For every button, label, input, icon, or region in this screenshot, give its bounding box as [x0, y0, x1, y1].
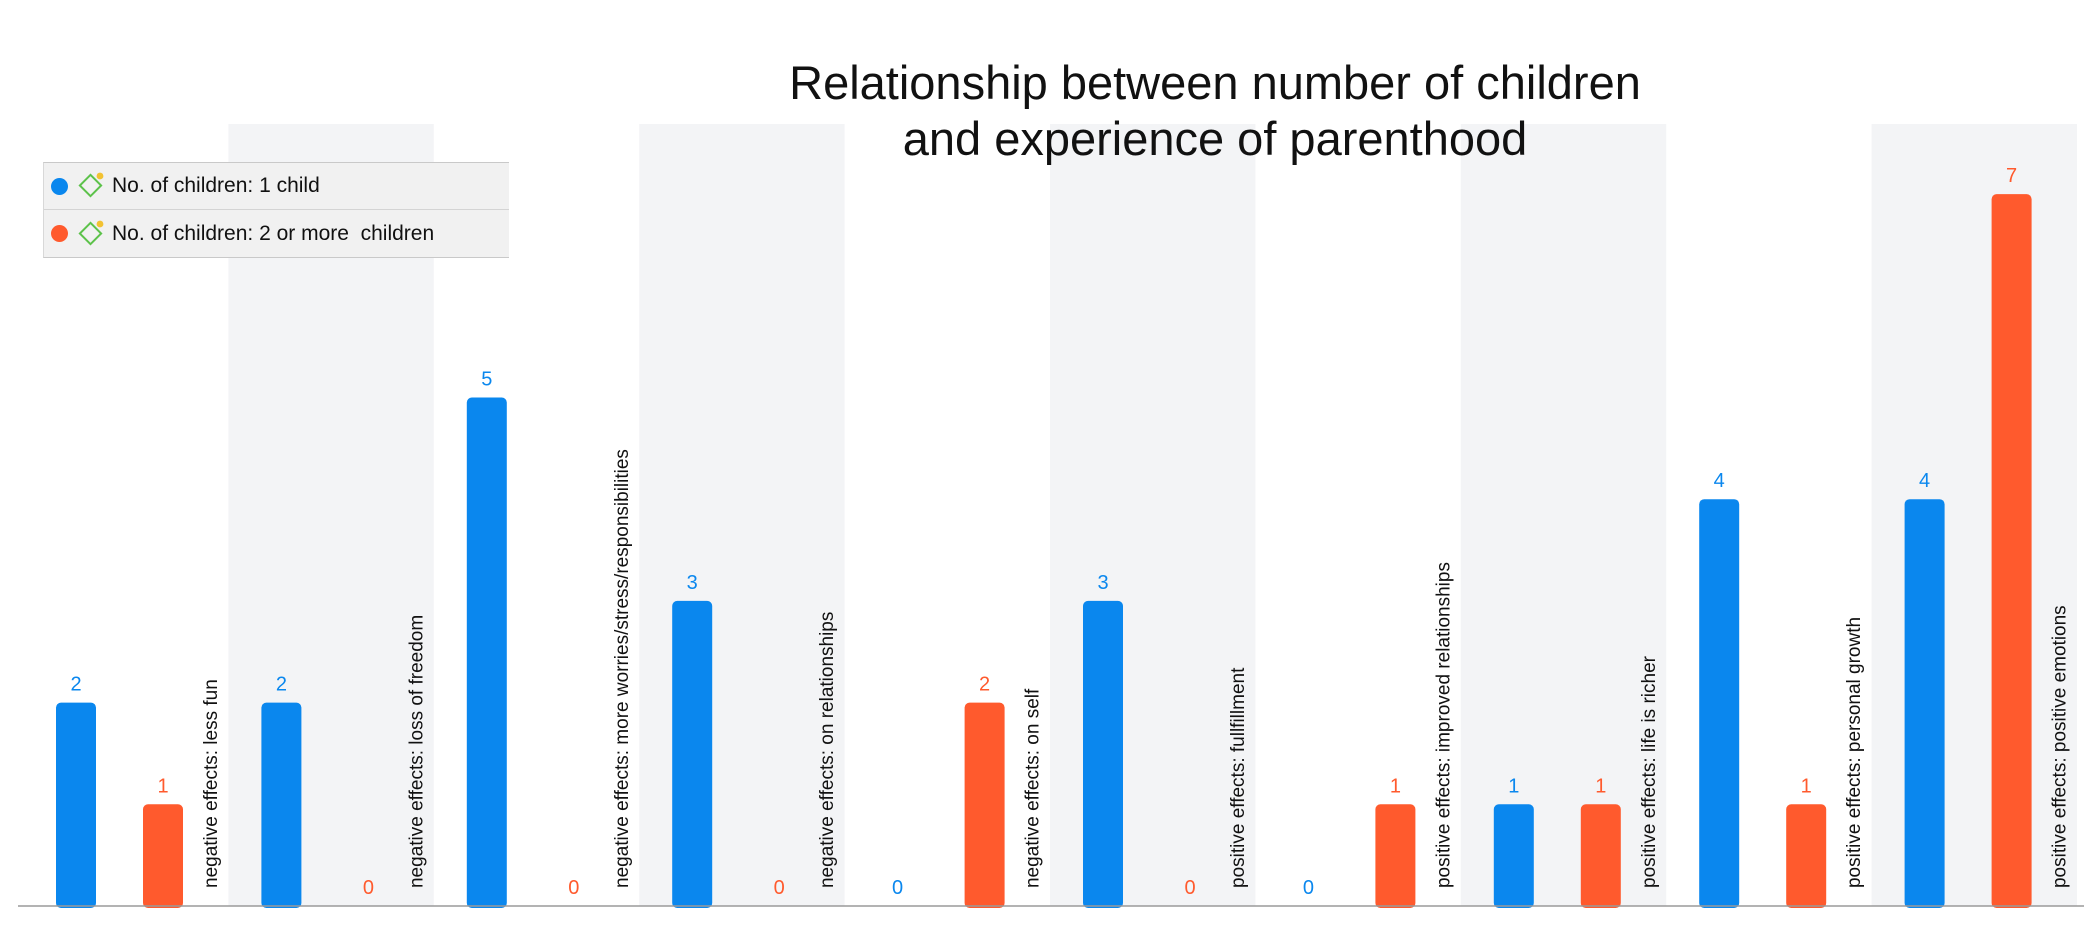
- bar-series1-2: [466, 397, 507, 908]
- category-label-9: positive effects: positive emotions: [2050, 605, 2071, 888]
- value-label-series1-1: 2: [276, 674, 287, 696]
- legend-item-2-or-more-children[interactable]: No. of children: 2 or more children: [44, 210, 509, 257]
- value-label-series1-0: 2: [70, 674, 81, 696]
- category-label-6: positive effects: improved relationships: [1433, 562, 1454, 888]
- value-label-series2-3: 0: [774, 877, 785, 899]
- value-labels: 2 1 2 0 5 0 3 0 0 2 3 0 0 1 1 1 4 1 4 7: [70, 165, 2017, 899]
- value-label-series1-7: 1: [1508, 775, 1519, 797]
- category-label-8: positive effects: personal growth: [1844, 617, 1865, 888]
- legend-label-2-or-more-children: No. of children: 2 or more children: [112, 221, 435, 245]
- code-diamond-icon: [78, 172, 104, 198]
- category-label-5: positive effects: fullfillment: [1228, 667, 1249, 888]
- bar-series2-4: [964, 702, 1005, 908]
- value-label-series2-2: 0: [568, 877, 579, 899]
- legend-label-1-child: No. of children: 1 child: [112, 174, 320, 197]
- category-label-7: positive effects: life is richer: [1639, 655, 1660, 888]
- series-1-color-dot: [51, 177, 68, 195]
- legend-item-1-child[interactable]: No. of children: 1 child: [44, 163, 509, 210]
- value-label-series2-6: 1: [1390, 775, 1401, 797]
- value-label-series1-2: 5: [481, 369, 492, 391]
- value-label-series1-3: 3: [687, 572, 698, 594]
- category-label-2: negative effects: more worries/stress/re…: [612, 449, 633, 888]
- bar-series2-6: [1375, 804, 1416, 908]
- category-label-1: negative effects: loss of freedom: [406, 615, 427, 888]
- value-label-series2-7: 1: [1595, 775, 1606, 797]
- bar-series1-3: [672, 600, 713, 908]
- bar-series1-1: [261, 702, 302, 908]
- category-band-5: [1050, 124, 1256, 906]
- bar-series1-5: [1083, 600, 1123, 908]
- bar-series2-0: [143, 804, 183, 908]
- bar-series1-9: [1904, 499, 1945, 908]
- value-label-series2-0: 1: [157, 775, 168, 797]
- value-label-series1-6: 0: [1303, 877, 1314, 899]
- bar-marks: [56, 194, 2032, 909]
- value-label-series1-5: 3: [1097, 572, 1108, 594]
- value-label-series2-5: 0: [1184, 877, 1195, 899]
- legend: No. of children: 1 child No. of children…: [43, 162, 509, 258]
- value-label-series2-4: 2: [979, 674, 990, 696]
- value-label-series2-1: 0: [363, 877, 374, 899]
- category-label-3: negative effects: on relationships: [817, 612, 838, 888]
- bar-series2-9: [1991, 194, 2032, 909]
- category-band-7: [1460, 124, 1667, 906]
- category-label-0: negative effects: less fun: [201, 679, 222, 888]
- value-label-series2-8: 1: [1801, 775, 1812, 797]
- bar-series1-8: [1699, 499, 1740, 908]
- bar-series2-7: [1580, 804, 1621, 908]
- value-label-series1-8: 4: [1714, 470, 1725, 492]
- chart-title-line-2: and experience of parenthood: [903, 112, 1528, 165]
- code-diamond-icon: [78, 220, 104, 246]
- category-band-3: [639, 124, 845, 906]
- value-label-series2-9: 7: [2006, 165, 2017, 187]
- category-label-4: negative effects: on self: [1023, 688, 1044, 888]
- category-labels: negative effects: less fun negative effec…: [201, 449, 2071, 888]
- value-label-series1-9: 4: [1919, 470, 1930, 492]
- bar-series1-7: [1493, 804, 1534, 908]
- chart-title-line-1: Relationship between number of children: [789, 56, 1641, 109]
- series-2-color-dot: [51, 225, 68, 242]
- category-band-9: [1871, 124, 2077, 906]
- bar-series1-0: [56, 702, 96, 908]
- bar-series2-8: [1786, 804, 1827, 908]
- value-label-series1-4: 0: [892, 877, 903, 899]
